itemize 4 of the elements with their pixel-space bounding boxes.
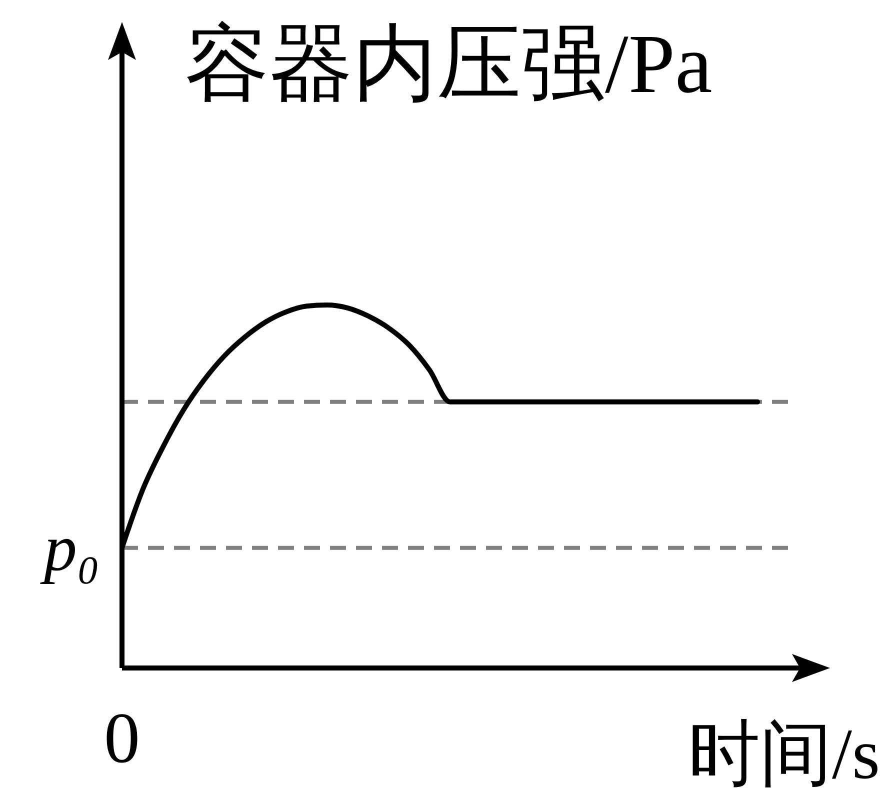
y-axis-title: 容器内压强/Pa [185, 18, 712, 111]
x-axis-title: 时间/s [688, 714, 880, 794]
text: 0 [104, 698, 140, 778]
ref-line-label: p₀ [40, 512, 100, 585]
